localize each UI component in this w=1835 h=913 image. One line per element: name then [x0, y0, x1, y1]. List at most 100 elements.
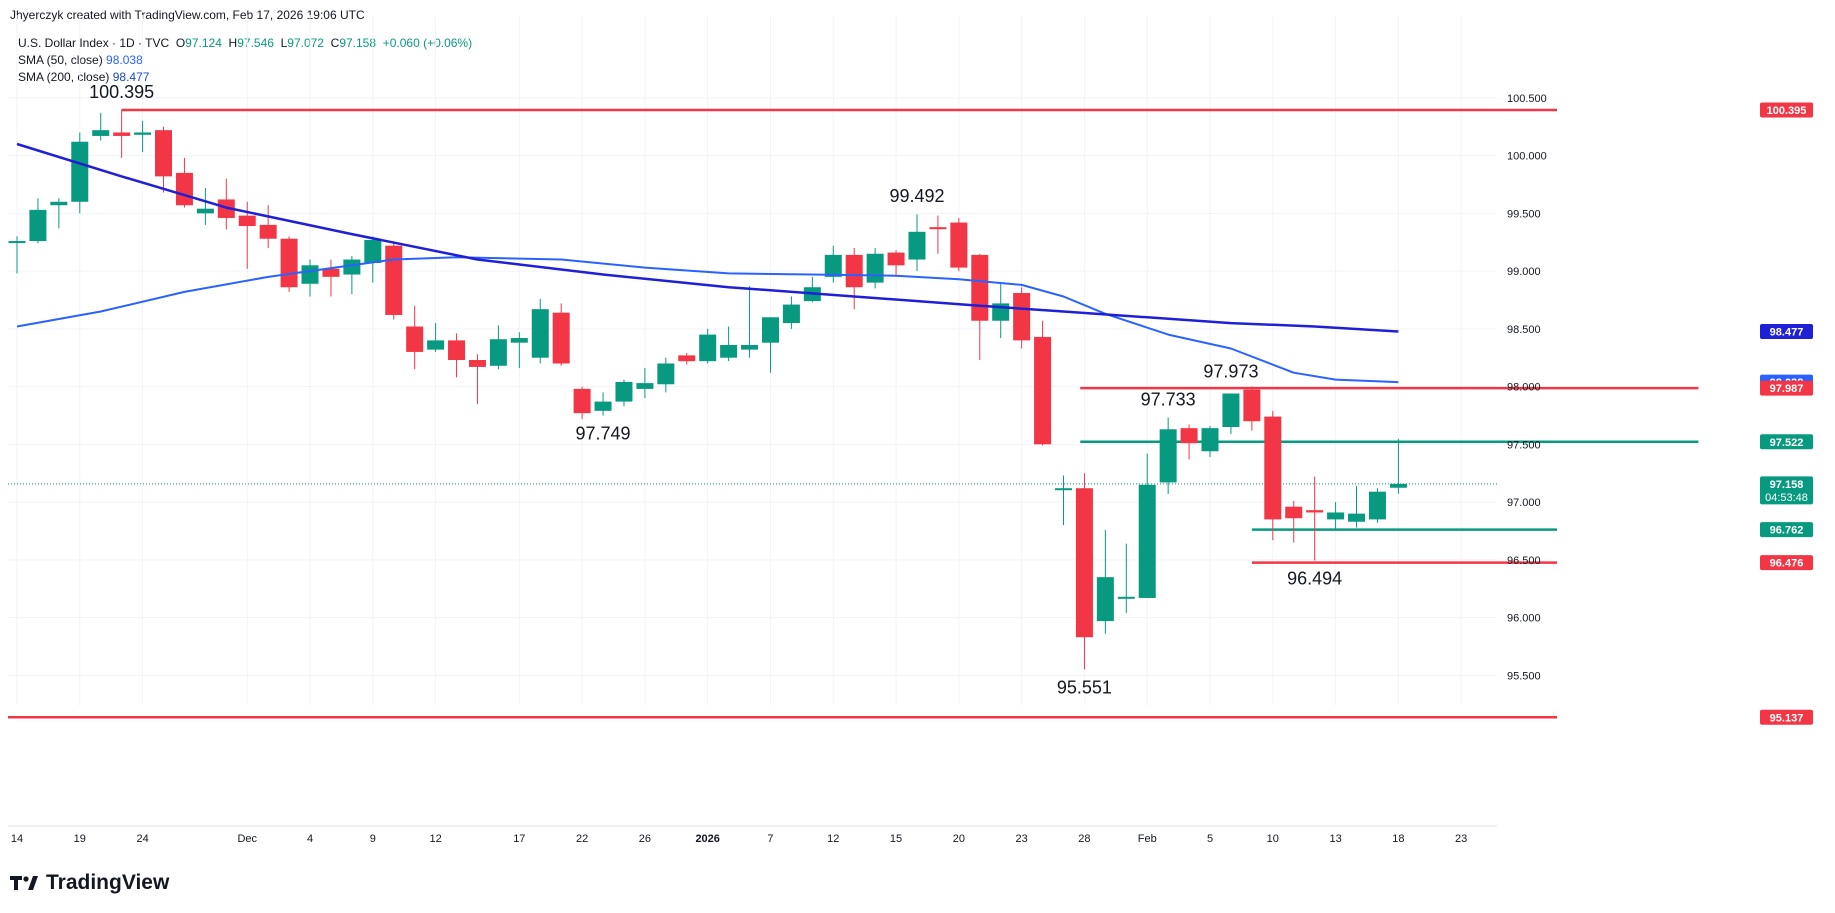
- candle-up: [657, 357, 675, 393]
- candle-up: [427, 323, 445, 352]
- candle-body: [950, 222, 968, 268]
- y-tick-label: 96.500: [1507, 555, 1541, 567]
- candle-up: [636, 368, 654, 399]
- candle-body: [1368, 491, 1386, 520]
- x-tick-label: 18: [1392, 833, 1404, 845]
- tradingview-logo-text: TradingView: [46, 871, 170, 894]
- candle-up: [720, 326, 738, 362]
- legend-sma50-row[interactable]: SMA (50, close) 98.038: [18, 52, 472, 69]
- x-tick-label: Feb: [1138, 833, 1157, 845]
- candle-body: [175, 172, 193, 206]
- candle-body: [1348, 513, 1366, 522]
- price-label: 98.477: [1760, 323, 1813, 339]
- candle-body: [1222, 393, 1240, 427]
- candle-up: [510, 332, 528, 369]
- candle-body: [448, 340, 466, 361]
- candle-down: [468, 354, 486, 404]
- legend-open: 97.124: [185, 36, 222, 50]
- candle-body: [971, 254, 989, 321]
- x-tick-label: 12: [429, 833, 441, 845]
- candle-up: [1222, 393, 1240, 434]
- candle-down: [217, 178, 235, 230]
- legend-symbol[interactable]: U.S. Dollar Index · 1D · TVC: [18, 36, 170, 50]
- candle-up: [824, 245, 842, 283]
- price-label-text: 100.395: [1767, 105, 1807, 117]
- candle-body: [699, 334, 717, 362]
- price-annotation: 95.551: [1057, 677, 1112, 697]
- candle-body: [259, 224, 277, 239]
- candle-down: [406, 305, 424, 370]
- candle-body: [301, 265, 319, 284]
- grid: [8, 15, 1497, 705]
- legend-close: 97.158: [339, 36, 377, 50]
- price-axis[interactable]: 100.500 100.000 99.500 99.000 98.500 98.000 97…: [1507, 93, 1813, 725]
- x-tick-label: 24: [136, 833, 148, 845]
- candle-up: [1348, 485, 1366, 528]
- candle-body: [1201, 428, 1219, 452]
- candle-body: [824, 254, 842, 277]
- legend-sma200-row[interactable]: SMA (200, close) 98.477: [18, 69, 472, 86]
- y-tick-label: 96.000: [1507, 613, 1541, 625]
- y-tick-label: 95.500: [1507, 670, 1541, 682]
- candle-up: [699, 328, 717, 364]
- candle-down: [887, 250, 905, 277]
- candle-body: [1243, 389, 1261, 422]
- price-label: 100.395: [1760, 102, 1813, 118]
- y-tick-label: 99.500: [1507, 208, 1541, 220]
- x-tick-label: 20: [953, 833, 965, 845]
- candle-body: [615, 381, 633, 402]
- candle-up: [594, 392, 612, 416]
- y-tick-label: 98.500: [1507, 324, 1541, 336]
- candle-down: [1034, 320, 1052, 446]
- legend-low: 97.072: [287, 36, 324, 50]
- candle-up: [1201, 425, 1219, 458]
- candles: [8, 109, 1407, 670]
- candle-body: [741, 344, 759, 350]
- price-annotations: 100.395 99.492 97.749 97.733 97.973 96.494 95.…: [89, 82, 1342, 697]
- price-label-text: 96.762: [1770, 525, 1804, 537]
- x-tick-label: 23: [1016, 833, 1028, 845]
- candle-down: [155, 126, 173, 193]
- candle-body: [1159, 429, 1177, 483]
- candle-body: [238, 215, 256, 227]
- candle-body: [71, 141, 89, 202]
- candle-up: [343, 256, 361, 295]
- tradingview-logo[interactable]: TradingView: [10, 871, 169, 895]
- y-tick-label: 100.500: [1507, 93, 1547, 105]
- legend-change: +0.060 (+0.06%): [382, 36, 473, 50]
- candle-body: [720, 344, 738, 358]
- legend-sma200-label: SMA (200, close): [18, 70, 110, 84]
- candle-body: [887, 252, 905, 266]
- candle-body: [908, 231, 926, 260]
- time-axis[interactable]: 14 19 24 Dec 4 9 12 17 22 26 2026 7 12 15 20 23 28 Feb 5 10…: [8, 825, 1497, 845]
- legend-sma200-value: 98.477: [112, 70, 150, 84]
- candle-up: [1117, 543, 1135, 613]
- y-tick-label: 98.000: [1507, 382, 1541, 394]
- sma200-line: [16, 142, 1399, 333]
- candle-body: [552, 312, 570, 364]
- candle-body: [1389, 483, 1407, 488]
- candle-up: [866, 247, 884, 289]
- candle-body: [364, 239, 382, 263]
- x-tick-label: 17: [513, 833, 525, 845]
- price-label-bg: [1760, 434, 1813, 450]
- candle-body: [196, 208, 214, 214]
- price-label-bg: [1760, 323, 1813, 339]
- candle-down: [322, 259, 340, 297]
- x-tick-label: 23: [1455, 833, 1467, 845]
- x-tick-label: 7: [767, 833, 773, 845]
- candle-up: [489, 325, 507, 370]
- price-annotation: 97.733: [1141, 389, 1196, 409]
- candle-up: [1055, 475, 1072, 526]
- candle-up: [92, 112, 110, 141]
- candle-body: [29, 209, 47, 242]
- candle-up: [803, 276, 821, 303]
- x-tick-label: 19: [74, 833, 86, 845]
- legend-low-label: L: [280, 36, 288, 50]
- x-tick-label: 2026: [695, 833, 719, 845]
- candle-up: [196, 187, 214, 225]
- candle-body: [343, 259, 361, 275]
- price-label: 95.137: [1760, 709, 1813, 725]
